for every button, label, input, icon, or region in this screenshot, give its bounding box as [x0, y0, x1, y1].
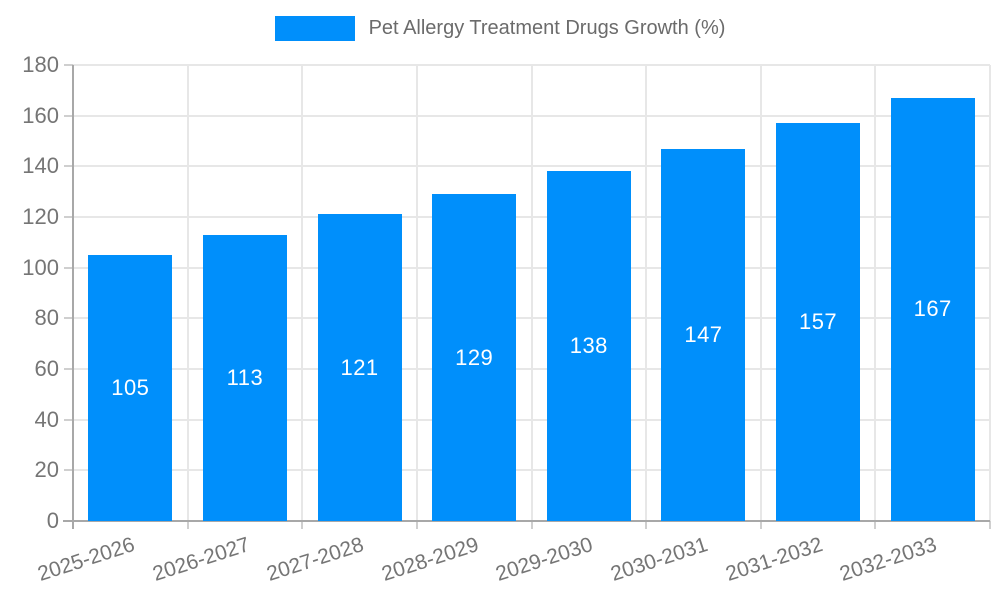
x-tick-label: 2026-2027: [149, 533, 253, 586]
y-tick-label: 0: [46, 508, 59, 533]
x-tick-label: 2029-2030: [493, 533, 596, 586]
y-axis-tick: [64, 64, 73, 66]
x-tick-label: 2027-2028: [264, 533, 367, 586]
gridline-vertical: [645, 65, 648, 521]
y-tick-label: 120: [22, 204, 59, 229]
gridline-vertical: [415, 65, 418, 521]
bar[interactable]: 147: [661, 148, 746, 521]
bar[interactable]: 138: [546, 171, 631, 521]
gridline-vertical: [759, 65, 762, 521]
x-axis-tick: [874, 521, 877, 529]
x-axis-tick: [415, 521, 418, 529]
x-axis-tick: [989, 521, 991, 529]
bar[interactable]: 121: [317, 214, 402, 521]
bar-value-label: 113: [226, 364, 264, 390]
x-tick-label: 2028-2029: [378, 533, 482, 586]
bar[interactable]: 157: [776, 123, 861, 521]
x-axis-tick: [301, 521, 304, 529]
x-axis-tick: [645, 521, 648, 529]
y-tick-label: 40: [34, 406, 59, 432]
bar[interactable]: 105: [88, 255, 173, 521]
x-axis-tick: [759, 521, 762, 529]
gridline-vertical: [186, 65, 189, 521]
legend-label: Pet Allergy Treatment Drugs Growth (%): [368, 17, 726, 39]
y-tick-label: 100: [22, 254, 59, 280]
bar[interactable]: 113: [202, 234, 287, 521]
bar-value-label: 167: [913, 296, 952, 322]
bar-value-label: 121: [340, 354, 379, 380]
bar-value-label: 129: [455, 344, 494, 370]
y-axis-tick: [64, 216, 73, 218]
gridline-vertical: [530, 65, 533, 521]
y-axis-line: [72, 65, 74, 523]
y-tick-label: 140: [22, 153, 59, 179]
bar-value-label: 157: [798, 309, 838, 335]
x-axis-tick: [186, 521, 189, 529]
x-axis-line: [63, 520, 990, 522]
y-tick-label: 20: [34, 457, 59, 483]
gridline-vertical: [989, 65, 991, 521]
y-tick-label: 160: [22, 102, 59, 128]
bar-value-label: 105: [111, 375, 150, 400]
legend[interactable]: Pet Allergy Treatment Drugs Growth (%): [0, 16, 1000, 41]
x-axis-tick: [72, 521, 74, 529]
y-axis-tick: [64, 165, 73, 168]
gridline-vertical: [301, 65, 304, 521]
y-tick-label: 60: [34, 356, 59, 381]
y-axis-tick: [64, 418, 73, 421]
gridline-vertical: [874, 65, 877, 521]
y-axis-tick: [64, 368, 73, 370]
bar[interactable]: 167: [890, 97, 975, 521]
y-axis-tick: [64, 469, 73, 472]
legend-swatch-icon: [274, 16, 355, 41]
x-tick-label: 2030-2031: [607, 533, 711, 586]
x-tick-label: 2032-2033: [837, 533, 940, 586]
bar[interactable]: 129: [432, 194, 517, 521]
y-axis-tick: [64, 317, 73, 320]
bar-value-label: 138: [569, 333, 608, 359]
x-tick-label: 2031-2032: [722, 533, 826, 586]
x-axis-tick: [530, 521, 533, 529]
bar-value-label: 147: [684, 321, 723, 347]
y-tick-label: 180: [22, 52, 59, 77]
y-tick-label: 80: [34, 305, 59, 331]
y-axis-tick: [64, 114, 73, 117]
x-tick-label: 2025-2026: [34, 533, 138, 586]
y-axis-tick: [64, 266, 73, 269]
